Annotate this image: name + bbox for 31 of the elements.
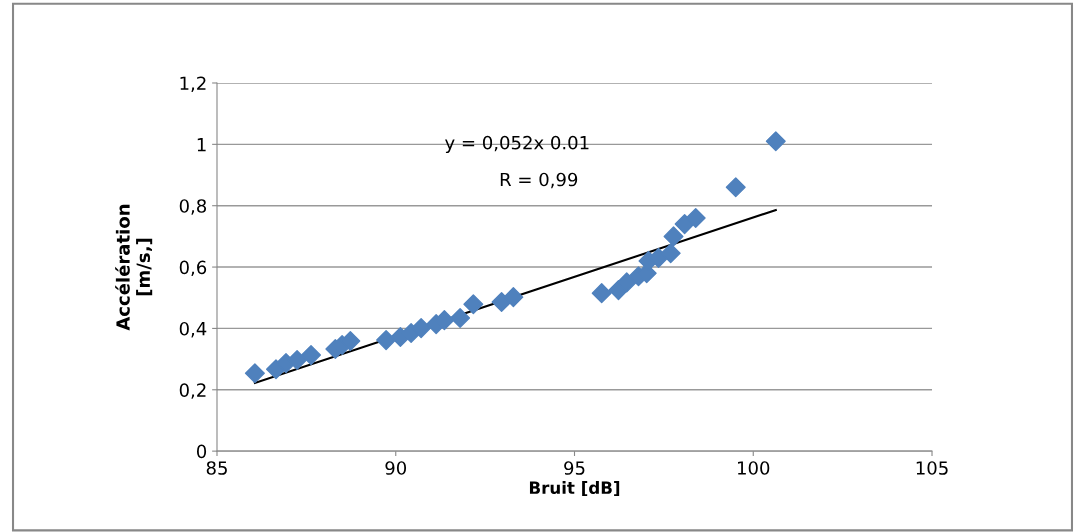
y-tick-label: 0,2 [179,383,206,399]
x-tick-label: 95 [564,461,585,475]
point [450,307,471,329]
point [663,226,684,247]
x-tick-label: 90 [385,461,407,475]
y-tick-label: 0,4 [179,321,207,338]
y-tick-label: 0,6 [179,260,207,277]
x-axis-title: Bruit [dB] [529,481,620,496]
point [591,283,612,304]
y-tick-label: 0 [196,444,207,459]
point [301,345,322,366]
annotation: R = 0,99 [500,172,578,189]
y-axis-title: Accélération [m/s‚] [115,204,153,331]
point [616,272,637,293]
x-tick-label: 85 [206,461,227,475]
point [660,243,681,264]
point [765,131,786,152]
point [503,287,524,308]
x-tick-label: 105 [916,461,948,475]
point [244,363,265,384]
y-tick-label: 0,8 [179,199,207,215]
annotation: y = 0,052x 0.01 [445,135,589,154]
x-tick-label: 100 [738,461,770,475]
point [685,207,706,228]
point [463,294,484,315]
point [287,350,308,371]
y-tick-label: 1 [197,138,206,152]
point [376,330,397,351]
point [411,318,432,339]
y-tick-label: 1,2 [180,76,206,92]
point [725,177,746,198]
